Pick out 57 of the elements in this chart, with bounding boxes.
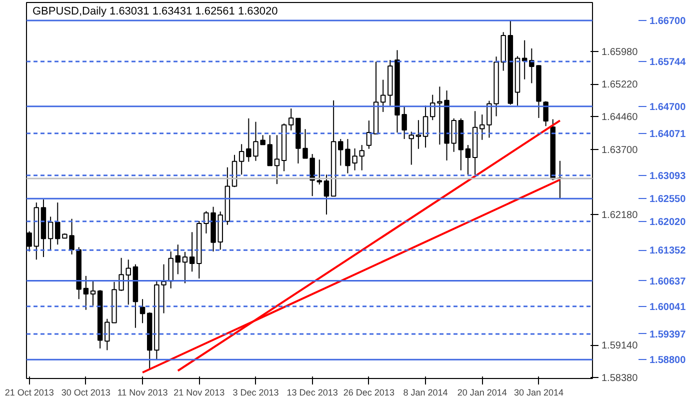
candlestick [140, 298, 146, 324]
candlestick [90, 280, 96, 306]
ref-line-label: 1.61352 [650, 246, 686, 257]
x-tick-label: 26 Dec 2013 [343, 388, 394, 398]
candlestick [168, 250, 174, 289]
ref-line-label: 1.63093 [650, 170, 686, 182]
candlestick [189, 232, 195, 272]
ref-line-label: 1.59397 [650, 329, 686, 340]
ref-line-label: 1.58800 [650, 355, 686, 366]
candlestick [480, 114, 485, 140]
y-tick-label: 1.65220 [602, 80, 638, 91]
ref-line-label: 1.66700 [650, 16, 686, 28]
x-tick-label: 30 Jan 2014 [514, 388, 564, 398]
candlestick [48, 216, 54, 250]
candlestick [366, 120, 372, 150]
ref-line-label: 1.60041 [650, 302, 686, 313]
x-tick-label: 13 Dec 2013 [286, 388, 338, 398]
x-tick-label: 3 Dec 2013 [232, 388, 279, 398]
candlestick [267, 134, 273, 166]
candlestick [238, 144, 244, 176]
candlestick [416, 120, 422, 150]
y-tick-label: 1.62180 [602, 210, 638, 222]
candlestick [465, 144, 471, 176]
candlestick [126, 259, 132, 306]
chart-title: GBPUSD,Daily 1.63031 1.63431 1.62561 1.63020 [32, 6, 278, 18]
candlestick [288, 108, 294, 131]
ref-line-label: 1.64071 [650, 128, 686, 140]
candlestick [324, 174, 330, 216]
candlestick [408, 131, 414, 166]
x-tick-label: 8 Jan 2014 [403, 388, 448, 398]
candlestick [316, 159, 322, 185]
y-tick-label: 1.63700 [602, 144, 638, 156]
candlestick [543, 100, 548, 127]
candlestick [359, 144, 364, 171]
ref-line-label: 1.65744 [650, 57, 686, 68]
x-tick-label: 21 Oct 2013 [4, 388, 54, 398]
y-tick-label: 1.58380 [602, 373, 638, 384]
candlestick [175, 244, 181, 275]
candlestick [274, 134, 280, 185]
ref-line-label: 1.60637 [650, 276, 686, 288]
candlestick [310, 154, 315, 197]
candlestick [182, 251, 188, 284]
x-tick-label: 20 Jan 2014 [457, 388, 507, 398]
ref-line-label: 1.64700 [650, 102, 686, 113]
candlestick [161, 264, 166, 314]
x-tick-label: 11 Nov 2013 [117, 388, 168, 398]
candlestick [380, 79, 386, 112]
x-tick-label: 21 Nov 2013 [174, 388, 225, 398]
candlestick [422, 105, 428, 148]
candlestick [83, 275, 89, 310]
candlestick [302, 128, 308, 159]
y-tick-label: 1.64460 [602, 112, 638, 124]
y-tick-label: 1.65980 [602, 46, 638, 58]
x-tick-label: 30 Oct 2013 [61, 388, 110, 398]
ref-line-label: 1.62020 [650, 216, 686, 228]
ref-line-label: 1.62550 [650, 194, 686, 206]
y-tick-label: 1.59140 [602, 340, 638, 352]
